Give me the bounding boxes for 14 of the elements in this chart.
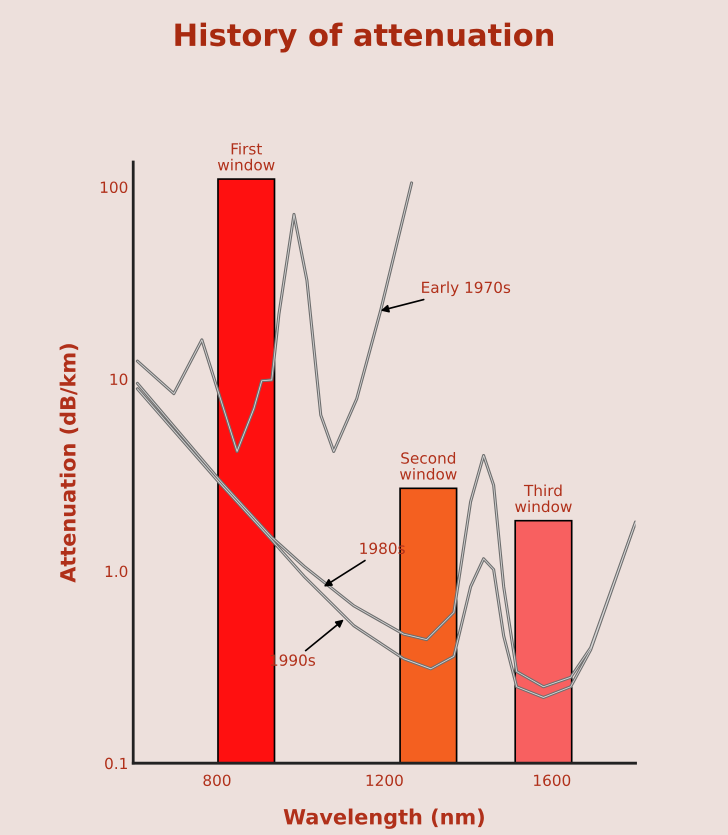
- x-tick-label: 800: [203, 774, 231, 786]
- annotation: Second window: [400, 452, 457, 480]
- annotation: Early 1970s: [422, 281, 510, 296]
- x-axis-title: Wavelength (nm): [284, 808, 484, 829]
- annotation: Third window: [515, 484, 572, 512]
- y-tick-label: 0.1: [105, 758, 127, 770]
- x-tick-label: 1200: [366, 774, 403, 786]
- annotation: First window: [218, 142, 275, 171]
- y-axis-title: Attenuation (dB/km): [60, 344, 78, 583]
- y-tick-label: 10: [110, 374, 128, 386]
- chart-title: History of attenuation: [175, 22, 554, 52]
- y-tick-label: 1.0: [106, 566, 128, 578]
- y-tick-label: 100: [100, 181, 128, 194]
- x-tick-label: 1600: [534, 774, 570, 786]
